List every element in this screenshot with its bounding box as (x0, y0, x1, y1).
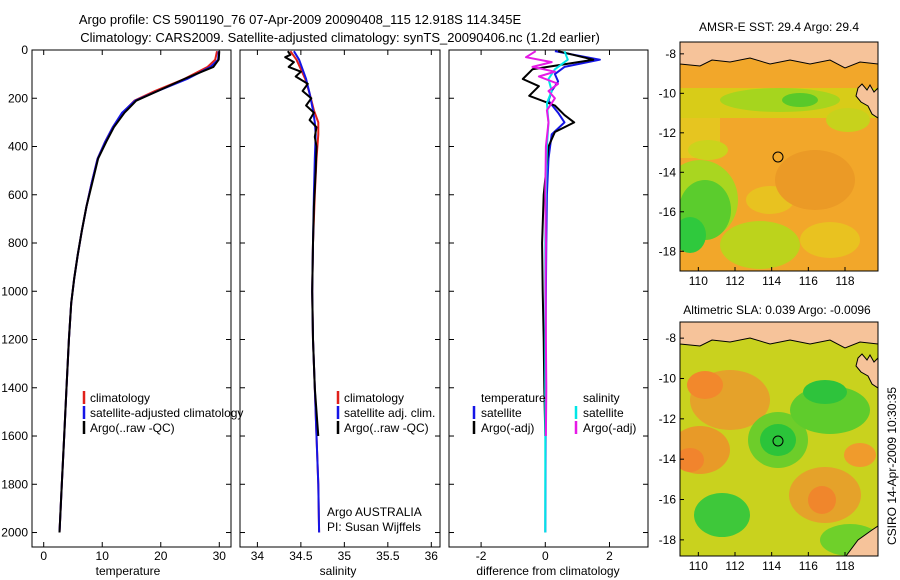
salinity-panel-frame (239, 49, 441, 548)
y-tick-label: 800 (8, 236, 28, 250)
legend-argo: Argo(..raw -QC) (90, 421, 175, 435)
salinity-axis-label: salinity (320, 564, 357, 578)
map-x-tick-label: 118 (835, 559, 854, 573)
map-y-tick-label: -18 (659, 244, 677, 258)
temperature-legend: climatology satellite-adjusted climatolo… (82, 391, 243, 435)
map-x-tick-label: 114 (762, 559, 781, 573)
series-argo-raw-qc (284, 50, 320, 437)
figure-title-line2: Climatology: CARS2009. Satellite-adjuste… (80, 30, 600, 45)
difference-plot: -2 0 2 (449, 49, 648, 563)
principal-investigator-label: PI: Susan Wijffels (327, 520, 421, 534)
sst-map-title: AMSR-E SST: 29.4 Argo: 29.4 (699, 20, 859, 34)
x-tick-label: 0 (542, 549, 549, 563)
y-tick-label: 1200 (1, 333, 28, 347)
salinity-plot: 34 34.5 35 35.5 36 (240, 49, 440, 563)
y-tick-label: 1600 (1, 429, 28, 443)
sla-map-frame (679, 321, 879, 557)
x-tick-label: 0 (40, 549, 47, 563)
series-satellite-adjusted-climatology (58, 51, 220, 533)
map-x-tick-label: 112 (725, 559, 744, 573)
legend-temp-satellite: satellite (481, 406, 522, 420)
map-x-tick-label: 112 (725, 274, 744, 288)
argo-project-label: Argo AUSTRALIA (327, 505, 422, 519)
series-climatology (58, 50, 218, 533)
series-argo-raw-qc (58, 51, 221, 533)
temperature-axis-label: temperature (96, 564, 161, 578)
sla-map-title: Altimetric SLA: 0.039 Argo: -0.0096 (683, 303, 871, 317)
sst-map-field (680, 42, 878, 271)
map-y-tick-label: -14 (659, 452, 677, 466)
salinity-legend: climatology satellite adj. clim. Argo(..… (336, 391, 435, 435)
temperature-plot: 0 10 20 30 0 200 400 600 800 1000 1200 1400 1600 1800… (1, 43, 231, 563)
map-y-tick-label: -16 (659, 205, 677, 219)
legend-argo: Argo(..raw -QC) (344, 421, 429, 435)
legend-temperature-title: temperature (481, 391, 546, 405)
map-y-tick-label: -18 (659, 533, 677, 547)
x-tick-label: 35 (338, 549, 352, 563)
y-tick-label: 0 (21, 43, 28, 57)
map-y-tick-label: -10 (659, 371, 677, 385)
y-tick-label: 600 (8, 188, 28, 202)
series-satellite-adj-clim (293, 50, 321, 533)
map-x-tick-label: 110 (689, 559, 708, 573)
difference-axis-label: difference from climatology (476, 564, 619, 578)
y-tick-label: 400 (8, 140, 28, 154)
sla-profile-location-marker (772, 435, 784, 447)
map-y-tick-label: -12 (659, 126, 677, 140)
sla-map-field (680, 322, 878, 556)
legend-salinity-title: salinity (583, 391, 620, 405)
y-tick-label: 1400 (1, 381, 28, 395)
series-salinity-argo-adj (525, 50, 560, 437)
x-tick-label: 34.5 (289, 549, 313, 563)
y-tick-label: 2000 (1, 526, 28, 540)
x-tick-label: 30 (213, 549, 227, 563)
difference-legend: temperature salinity satellite Argo(-adj… (472, 391, 636, 435)
legend-satellite-adjusted: satellite-adjusted climatology (90, 406, 243, 420)
y-tick-label: 1000 (1, 284, 28, 298)
legend-sal-argo: Argo(-adj) (583, 421, 636, 435)
map-y-tick-label: -14 (659, 165, 677, 179)
map-x-tick-label: 118 (835, 274, 854, 288)
legend-climatology: climatology (344, 391, 404, 405)
figure-title-line1: Argo profile: CS 5901190_76 07-Apr-2009 … (79, 12, 522, 27)
series-temperature-argo-adj (521, 50, 595, 437)
legend-sal-satellite: satellite (583, 406, 624, 420)
sst-map-frame (679, 41, 879, 272)
sst-map-axes: 110 112 114 116 118 -8 -10 -12 -14 -16 -18 (659, 47, 855, 288)
legend-satellite-adj-clim: satellite adj. clim. (344, 406, 435, 420)
map-x-tick-label: 116 (799, 274, 818, 288)
csiro-credit: CSIRO 14-Apr-2009 10:30:35 (885, 387, 899, 545)
sla-map-axes: 110 112 114 116 118 -8 -10 -12 -14 -16 -18 (659, 331, 855, 573)
x-tick-label: -2 (476, 549, 487, 563)
y-tick-label: 1800 (1, 477, 28, 491)
map-y-tick-label: -8 (665, 331, 676, 345)
x-tick-label: 10 (96, 549, 110, 563)
legend-temp-argo: Argo(-adj) (481, 421, 534, 435)
difference-panel-frame (448, 49, 649, 548)
map-y-tick-label: -8 (665, 47, 676, 61)
temperature-panel-frame (31, 49, 232, 548)
y-tick-label: 200 (8, 91, 28, 105)
map-x-tick-label: 110 (689, 274, 708, 288)
map-x-tick-label: 116 (799, 559, 818, 573)
map-y-tick-label: -16 (659, 493, 677, 507)
x-tick-label: 20 (154, 549, 168, 563)
map-x-tick-label: 114 (762, 274, 781, 288)
x-tick-label: 35.5 (376, 549, 400, 563)
x-tick-label: 34 (251, 549, 265, 563)
sst-profile-location-marker (772, 151, 784, 163)
x-tick-label: 36 (425, 549, 439, 563)
legend-climatology: climatology (90, 391, 150, 405)
map-y-tick-label: -12 (659, 412, 677, 426)
x-tick-label: 2 (606, 549, 613, 563)
map-y-tick-label: -10 (659, 86, 677, 100)
